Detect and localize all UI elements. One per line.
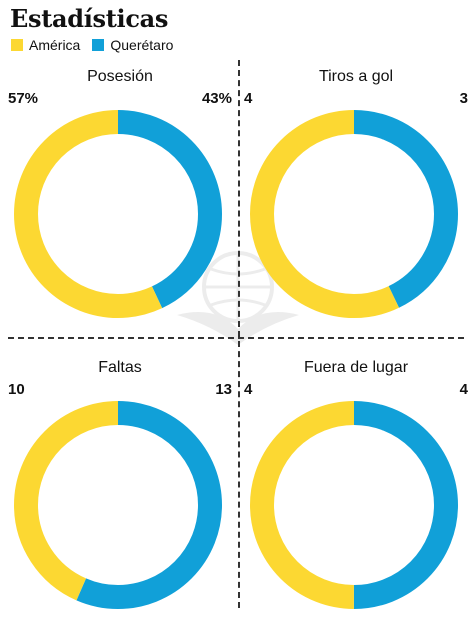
panel-fuera-de-lugar: Fuera de lugar 4 4: [240, 353, 472, 625]
vertical-divider: [238, 60, 240, 608]
value-america-posesion: 57%: [8, 90, 39, 107]
donut-slice-america: [14, 401, 222, 609]
value-queretaro-tiros-a-gol: 3: [459, 90, 468, 107]
value-queretaro-faltas: 13: [215, 381, 232, 398]
donut-slice-america: [250, 110, 458, 318]
panel-title-tiros-a-gol: Tiros a gol: [318, 68, 394, 85]
page-title: Estadísticas: [10, 4, 169, 33]
value-america-tiros-a-gol: 4: [244, 90, 253, 107]
donut-fuera-de-lugar: [250, 401, 458, 609]
donut-tiros-a-gol: [250, 110, 458, 318]
panel-posesion: Posesión 57% 43%: [4, 62, 236, 334]
donut-posesion: [14, 110, 222, 318]
legend-item-queretaro: Querétaro: [92, 37, 173, 53]
value-queretaro-posesion: 43%: [201, 90, 232, 107]
donut-slice-america: [250, 401, 458, 609]
donut-slice-america: [14, 110, 222, 318]
legend-swatch-queretaro: [92, 39, 105, 51]
panel-title-fuera-de-lugar: Fuera de lugar: [303, 359, 409, 376]
legend: América Querétaro: [11, 37, 185, 53]
donut-faltas: [14, 401, 222, 609]
panel-tiros-a-gol: Tiros a gol 4 3: [240, 62, 472, 334]
legend-item-america: América: [11, 37, 80, 53]
panel-title-posesion: Posesión: [87, 68, 153, 85]
panel-faltas: Faltas 10 13: [4, 353, 236, 625]
value-america-fuera-de-lugar: 4: [244, 381, 253, 398]
legend-label-queretaro: Querétaro: [110, 37, 174, 53]
legend-label-america: América: [29, 37, 81, 53]
value-america-faltas: 10: [8, 381, 25, 398]
legend-swatch-america: [11, 39, 23, 51]
value-queretaro-fuera-de-lugar: 4: [459, 381, 468, 398]
panel-title-faltas: Faltas: [98, 359, 142, 376]
horizontal-divider: [8, 337, 464, 339]
